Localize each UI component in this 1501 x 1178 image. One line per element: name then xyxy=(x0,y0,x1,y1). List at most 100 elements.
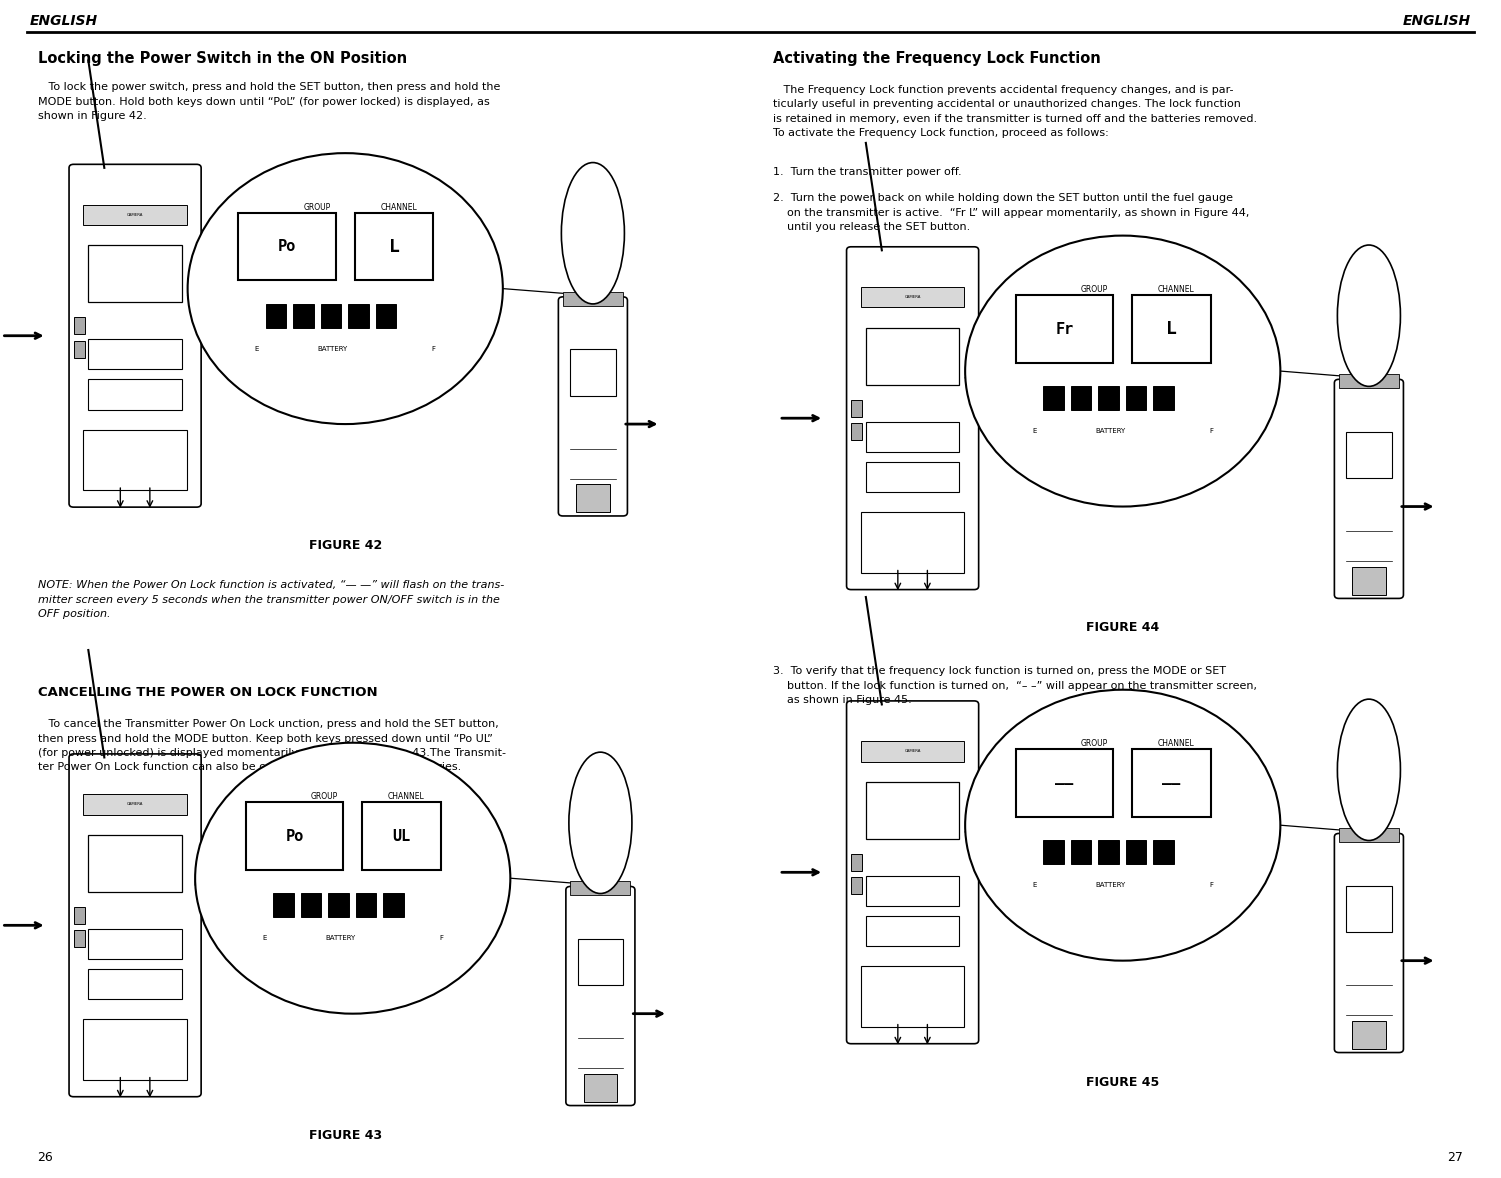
Ellipse shape xyxy=(569,752,632,893)
Bar xyxy=(570,881,630,895)
Bar xyxy=(578,939,623,985)
Text: To cancel the Transmitter Power On Lock unction, press and hold the SET button,
: To cancel the Transmitter Power On Lock … xyxy=(38,719,506,773)
Bar xyxy=(866,916,959,946)
Text: GROUP: GROUP xyxy=(1081,740,1108,748)
Text: CAMERA: CAMERA xyxy=(905,296,920,299)
Bar xyxy=(300,893,321,918)
Bar xyxy=(74,340,84,358)
Ellipse shape xyxy=(965,689,1280,961)
Bar xyxy=(89,969,182,999)
Bar xyxy=(866,422,959,451)
Ellipse shape xyxy=(561,163,624,304)
Text: 3.  To verify that the frequency lock function is turned on, press the MODE or S: 3. To verify that the frequency lock fun… xyxy=(773,666,1256,704)
Text: 26: 26 xyxy=(38,1151,53,1164)
Bar xyxy=(375,304,396,327)
Text: GROUP: GROUP xyxy=(311,793,338,801)
Bar xyxy=(576,484,609,512)
Text: F: F xyxy=(1208,882,1213,888)
Bar xyxy=(862,287,964,307)
Text: ––: –– xyxy=(1162,775,1181,790)
Text: CAMERA: CAMERA xyxy=(128,213,143,217)
Bar xyxy=(273,893,294,918)
Ellipse shape xyxy=(188,153,503,424)
Text: 2.  Turn the power back on while holding down the SET button until the fuel gaug: 2. Turn the power back on while holding … xyxy=(773,193,1249,232)
FancyBboxPatch shape xyxy=(558,297,627,516)
Bar xyxy=(329,893,348,918)
Bar xyxy=(851,878,862,894)
Bar xyxy=(866,462,959,492)
Bar xyxy=(321,304,341,327)
Bar xyxy=(1339,828,1399,842)
Text: L: L xyxy=(1166,320,1177,338)
Text: FIGURE 45: FIGURE 45 xyxy=(1087,1076,1159,1088)
Bar xyxy=(851,423,862,441)
FancyBboxPatch shape xyxy=(566,886,635,1105)
Text: UL: UL xyxy=(392,828,411,843)
Text: NOTE: When the Power On Lock function is activated, “— —” will flash on the tran: NOTE: When the Power On Lock function is… xyxy=(38,580,504,618)
Bar xyxy=(293,304,314,327)
Bar xyxy=(74,907,84,924)
Bar xyxy=(348,304,369,327)
Text: BATTERY: BATTERY xyxy=(1096,428,1126,434)
Bar xyxy=(1016,749,1114,818)
Bar xyxy=(862,512,964,573)
Bar xyxy=(1346,886,1391,932)
Ellipse shape xyxy=(1337,245,1400,386)
Text: 1.  Turn the transmitter power off.: 1. Turn the transmitter power off. xyxy=(773,167,962,177)
Bar xyxy=(89,379,182,410)
Text: Activating the Frequency Lock Function: Activating the Frequency Lock Function xyxy=(773,51,1100,66)
Bar xyxy=(266,304,287,327)
Bar xyxy=(1132,296,1211,363)
Text: E: E xyxy=(1033,882,1037,888)
Text: GROUP: GROUP xyxy=(1081,285,1108,294)
Bar xyxy=(89,339,182,370)
Text: FIGURE 42: FIGURE 42 xyxy=(309,540,381,552)
Text: Po: Po xyxy=(278,239,296,254)
Bar xyxy=(563,292,623,306)
Bar xyxy=(74,317,84,335)
Text: CANCELLING THE POWER ON LOCK FUNCTION: CANCELLING THE POWER ON LOCK FUNCTION xyxy=(38,686,377,700)
Bar xyxy=(84,430,186,490)
Bar xyxy=(1352,567,1385,595)
Bar xyxy=(1153,840,1174,865)
Text: E: E xyxy=(255,345,260,351)
Text: FIGURE 43: FIGURE 43 xyxy=(309,1129,381,1141)
Bar xyxy=(866,782,959,839)
Bar xyxy=(383,893,404,918)
Text: CHANNEL: CHANNEL xyxy=(387,793,425,801)
Text: E: E xyxy=(263,935,267,941)
Text: ––: –– xyxy=(1055,775,1073,790)
FancyBboxPatch shape xyxy=(847,701,979,1044)
Text: CHANNEL: CHANNEL xyxy=(1157,285,1195,294)
Text: BATTERY: BATTERY xyxy=(1096,882,1126,888)
Bar xyxy=(84,205,186,225)
Bar xyxy=(1126,840,1147,865)
Text: E: E xyxy=(1033,428,1037,434)
Bar xyxy=(1043,840,1064,865)
Text: CHANNEL: CHANNEL xyxy=(380,203,417,212)
Bar xyxy=(356,893,377,918)
Bar xyxy=(89,835,182,892)
Text: BATTERY: BATTERY xyxy=(318,345,348,351)
Bar xyxy=(1043,386,1064,410)
Text: CAMERA: CAMERA xyxy=(905,749,920,754)
Bar xyxy=(866,875,959,906)
Bar xyxy=(246,802,344,871)
Bar xyxy=(354,213,434,280)
Text: ENGLISH: ENGLISH xyxy=(1403,14,1471,28)
FancyBboxPatch shape xyxy=(847,247,979,589)
Bar xyxy=(862,741,964,761)
Bar xyxy=(851,854,862,871)
Text: ENGLISH: ENGLISH xyxy=(30,14,98,28)
Bar xyxy=(1153,386,1174,410)
Text: Locking the Power Switch in the ON Position: Locking the Power Switch in the ON Posit… xyxy=(38,51,407,66)
Text: Fr: Fr xyxy=(1055,322,1073,337)
FancyBboxPatch shape xyxy=(1334,379,1403,598)
Text: CHANNEL: CHANNEL xyxy=(1157,740,1195,748)
Bar xyxy=(84,794,186,814)
Bar xyxy=(1352,1020,1385,1048)
Bar xyxy=(1070,386,1091,410)
Bar xyxy=(1346,431,1391,478)
Bar xyxy=(862,966,964,1027)
Text: GROUP: GROUP xyxy=(303,203,330,212)
